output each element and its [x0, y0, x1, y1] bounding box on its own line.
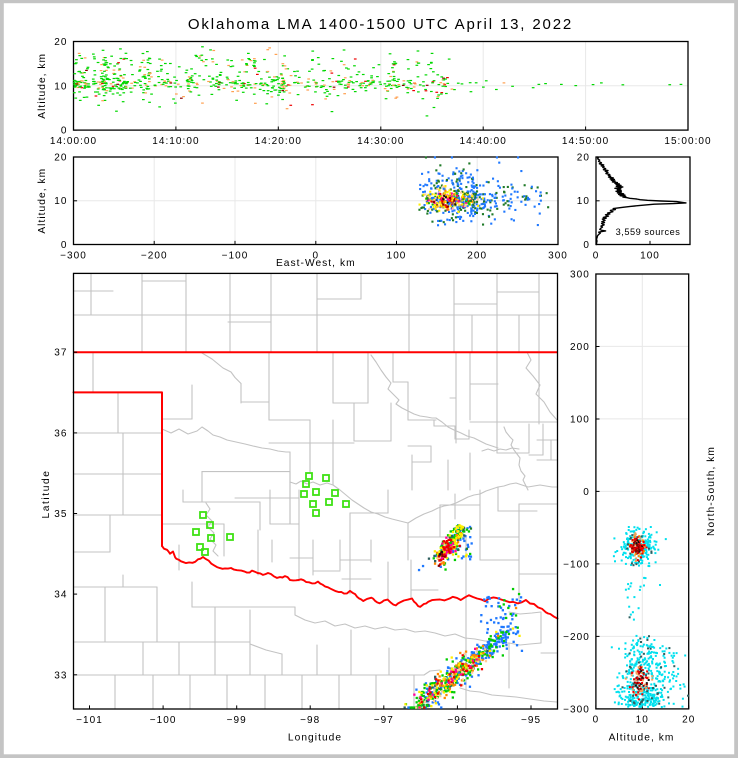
svg-text:34: 34: [54, 590, 67, 601]
svg-text:10: 10: [54, 196, 67, 207]
svg-text:−300: −300: [60, 250, 87, 261]
svg-text:14:40:00: 14:40:00: [460, 136, 507, 147]
svg-text:−100: −100: [222, 250, 249, 261]
svg-text:14:20:00: 14:20:00: [255, 136, 302, 147]
svg-text:−97: −97: [374, 715, 394, 726]
svg-text:−101: −101: [76, 715, 103, 726]
svg-text:15:00:00: 15:00:00: [664, 136, 711, 147]
svg-text:33: 33: [54, 670, 67, 681]
svg-text:0: 0: [312, 250, 319, 261]
svg-text:20: 20: [682, 715, 695, 726]
svg-text:0: 0: [593, 715, 600, 726]
svg-text:Altitude, km: Altitude, km: [37, 53, 48, 119]
svg-text:−200: −200: [563, 632, 590, 643]
svg-text:100: 100: [570, 415, 590, 426]
svg-text:200: 200: [467, 250, 487, 261]
svg-text:−98: −98: [300, 715, 320, 726]
svg-text:−100: −100: [150, 715, 177, 726]
svg-text:0: 0: [583, 487, 590, 498]
svg-text:10: 10: [636, 715, 649, 726]
svg-text:−96: −96: [447, 715, 467, 726]
svg-text:20: 20: [54, 37, 67, 48]
svg-text:East-West, km: East-West, km: [276, 258, 356, 269]
svg-text:3,559 sources: 3,559 sources: [616, 227, 681, 237]
svg-text:35: 35: [54, 509, 67, 520]
svg-text:14:00:00: 14:00:00: [50, 136, 97, 147]
svg-text:−95: −95: [521, 715, 541, 726]
svg-text:300: 300: [570, 270, 590, 281]
svg-text:14:30:00: 14:30:00: [357, 136, 404, 147]
svg-text:North-South, km: North-South, km: [706, 446, 717, 536]
svg-text:0: 0: [593, 250, 600, 261]
svg-text:300: 300: [548, 250, 568, 261]
svg-text:Longitude: Longitude: [288, 732, 342, 743]
svg-text:0: 0: [61, 126, 68, 137]
svg-text:−100: −100: [563, 559, 590, 570]
svg-text:10: 10: [577, 196, 590, 207]
svg-text:−200: −200: [141, 250, 168, 261]
svg-text:−300: −300: [563, 704, 590, 715]
svg-text:100: 100: [387, 250, 407, 261]
svg-text:20: 20: [54, 153, 67, 164]
svg-text:37: 37: [54, 348, 67, 359]
svg-text:Oklahoma LMA 1400-1500 UTC Apr: Oklahoma LMA 1400-1500 UTC April 13, 202…: [188, 16, 573, 33]
svg-text:0: 0: [583, 240, 590, 251]
svg-text:Altitude, km: Altitude, km: [609, 732, 675, 743]
svg-text:0: 0: [61, 240, 68, 251]
svg-text:10: 10: [54, 81, 67, 92]
svg-text:14:50:00: 14:50:00: [562, 136, 609, 147]
svg-text:Altitude, km: Altitude, km: [37, 168, 48, 234]
svg-text:36: 36: [54, 428, 67, 439]
svg-text:20: 20: [577, 153, 590, 164]
svg-text:14:10:00: 14:10:00: [152, 136, 199, 147]
svg-text:200: 200: [570, 342, 590, 353]
svg-text:100: 100: [640, 250, 660, 261]
svg-text:Latitude: Latitude: [41, 469, 52, 518]
svg-text:−99: −99: [227, 715, 247, 726]
